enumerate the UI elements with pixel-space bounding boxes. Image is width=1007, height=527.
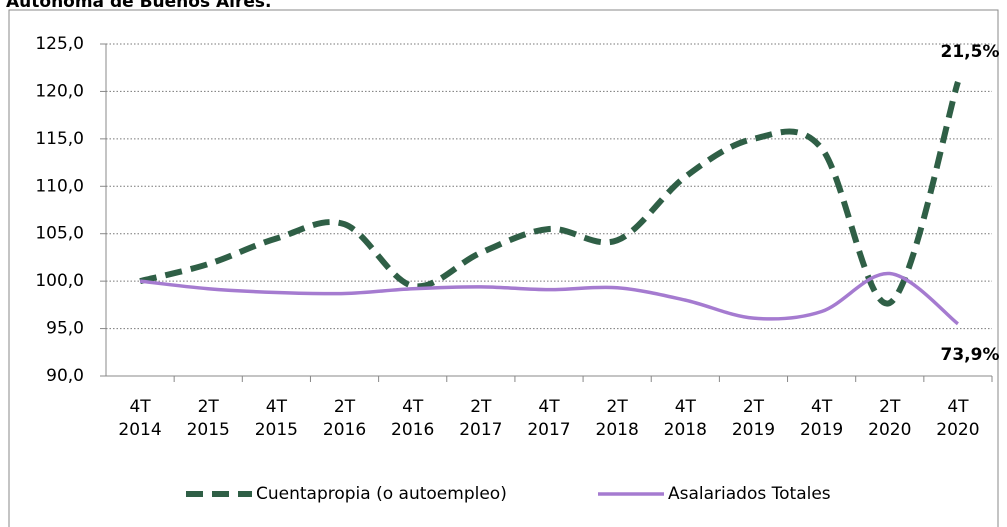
x-tick-label: 2T 2017 (459, 397, 503, 440)
series-line (139, 81, 961, 307)
y-tick-label: 105,0 (35, 224, 84, 244)
y-tick-label: 100,0 (35, 271, 84, 291)
x-tick-label: 4T 2015 (254, 397, 298, 440)
x-tick-label: 2T 2018 (595, 397, 639, 440)
x-tick-label: 2T 2015 (186, 397, 230, 440)
annotation: 21,5% (941, 42, 1000, 62)
x-tick-label: 4T 2014 (118, 397, 162, 440)
x-tick-label: 2T 2020 (868, 397, 912, 440)
y-tick-label: 115,0 (35, 129, 84, 149)
annotation: 73,9% (941, 345, 1000, 365)
legend-label: Cuentapropia (o autoempleo) (256, 484, 507, 504)
y-tick-label: 125,0 (35, 34, 84, 54)
y-tick-label: 120,0 (35, 81, 84, 101)
x-tick-label: 4T 2018 (663, 397, 707, 440)
legend-label: Asalariados Totales (668, 484, 831, 504)
y-tick-label: 110,0 (35, 176, 84, 196)
series-line (139, 271, 960, 326)
x-tick-label: 2T 2019 (731, 397, 776, 440)
chart-title: Autónoma de Buenos Aires. (6, 0, 271, 12)
y-tick-label: 95,0 (46, 319, 84, 339)
x-tick-label: 2T 2016 (322, 397, 367, 440)
x-tick-label: 4T 2020 (936, 397, 980, 440)
x-tick-label: 4T 2019 (799, 397, 844, 440)
y-tick-label: 90,0 (46, 366, 84, 386)
x-tick-label: 4T 2016 (391, 397, 435, 440)
chart-border (8, 9, 999, 527)
x-tick-label: 4T 2017 (527, 397, 571, 440)
